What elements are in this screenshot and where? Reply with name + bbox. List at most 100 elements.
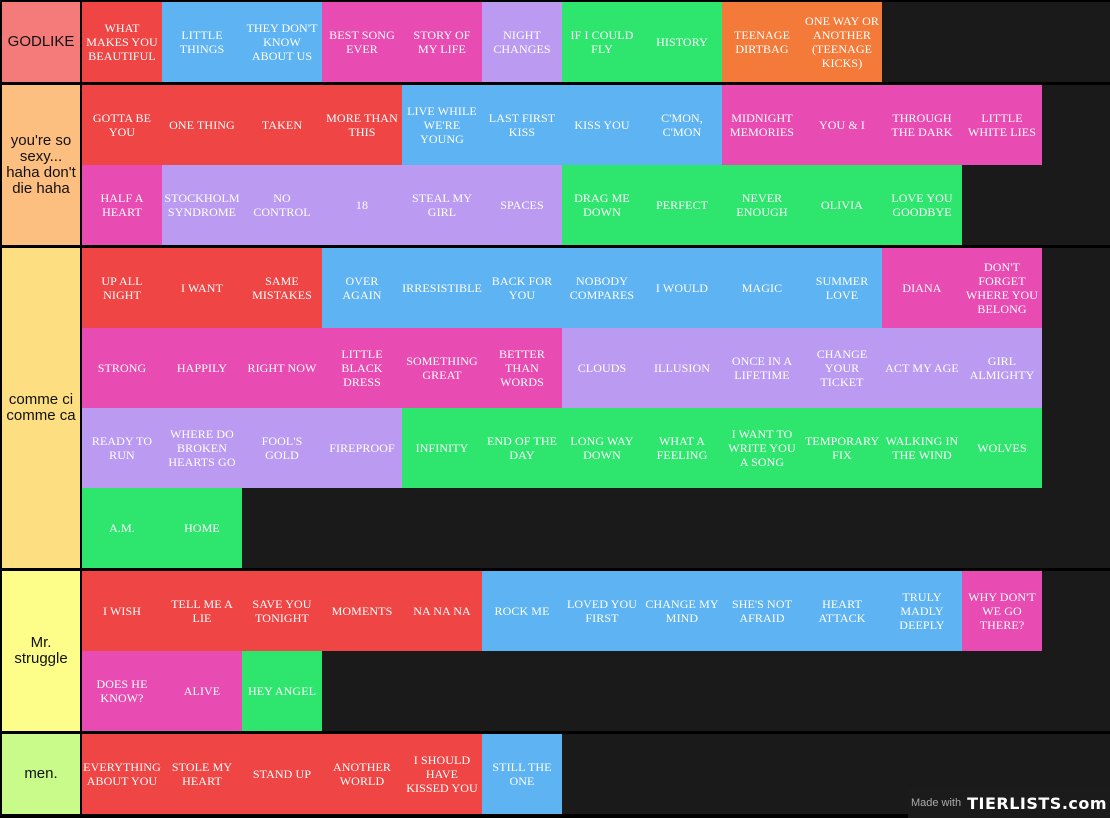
song-tile[interactable]: ONE THING (162, 85, 242, 165)
song-tile[interactable]: I WISH (82, 571, 162, 651)
song-tile[interactable]: LOVE YOU GOODBYE (882, 165, 962, 245)
song-tile[interactable]: EVERYTHING ABOUT YOU (82, 734, 162, 814)
song-tile[interactable]: FIREPROOF (322, 408, 402, 488)
song-tile[interactable]: BACK FOR YOU (482, 248, 562, 328)
song-tile[interactable]: OLIVIA (802, 165, 882, 245)
song-tile[interactable]: TELL ME A LIE (162, 571, 242, 651)
song-tile[interactable]: DIANA (882, 248, 962, 328)
tier-label[interactable]: GODLIKE (2, 2, 80, 82)
song-tile[interactable]: INFINITY (402, 408, 482, 488)
song-tile[interactable]: STEAL MY GIRL (402, 165, 482, 245)
song-tile[interactable]: DON'T FORGET WHERE YOU BELONG (962, 248, 1042, 328)
song-tile[interactable]: LAST FIRST KISS (482, 85, 562, 165)
song-tile[interactable]: STILL THE ONE (482, 734, 562, 814)
tier-label[interactable]: men. (2, 734, 80, 814)
song-tile[interactable]: MORE THAN THIS (322, 85, 402, 165)
made-with-watermark[interactable]: Made with TIERLISTS.com (908, 788, 1110, 818)
song-tile[interactable]: SHE'S NOT AFRAID (722, 571, 802, 651)
song-tile[interactable]: NO CONTROL (242, 165, 322, 245)
song-tile[interactable]: BETTER THAN WORDS (482, 328, 562, 408)
song-tile[interactable]: SAME MISTAKES (242, 248, 322, 328)
song-tile[interactable]: TRULY MADLY DEEPLY (882, 571, 962, 651)
song-tile[interactable]: ONCE IN A LIFETIME (722, 328, 802, 408)
song-tile[interactable]: HAPPILY (162, 328, 242, 408)
song-tile[interactable]: ILLUSION (642, 328, 722, 408)
song-tile[interactable]: CHANGE YOUR TICKET (802, 328, 882, 408)
song-tile[interactable]: WHY DON'T WE GO THERE? (962, 571, 1042, 651)
song-tile[interactable]: I SHOULD HAVE KISSED YOU (402, 734, 482, 814)
song-tile[interactable]: LONG WAY DOWN (562, 408, 642, 488)
song-tile[interactable]: THEY DON'T KNOW ABOUT US (242, 2, 322, 82)
tier-label[interactable]: you're so sexy... haha don't die haha (2, 85, 80, 245)
song-tile[interactable]: CLOUDS (562, 328, 642, 408)
song-tile[interactable]: READY TO RUN (82, 408, 162, 488)
song-tile[interactable]: BEST SONG EVER (322, 2, 402, 82)
song-tile[interactable]: YOU & I (802, 85, 882, 165)
song-tile[interactable]: IF I COULD FLY (562, 2, 642, 82)
song-tile[interactable]: ALIVE (162, 651, 242, 731)
song-tile[interactable]: FOOL'S GOLD (242, 408, 322, 488)
song-tile[interactable]: LITTLE THINGS (162, 2, 242, 82)
song-tile[interactable]: DOES HE KNOW? (82, 651, 162, 731)
song-tile[interactable]: TAKEN (242, 85, 322, 165)
song-tile[interactable]: 18 (322, 165, 402, 245)
song-tile[interactable]: OVER AGAIN (322, 248, 402, 328)
song-tile[interactable]: STOLE MY HEART (162, 734, 242, 814)
song-tile[interactable]: IRRESISTIBLE (402, 248, 482, 328)
tier-label[interactable]: Mr. struggle (2, 571, 80, 731)
song-tile[interactable]: MOMENTS (322, 571, 402, 651)
song-tile[interactable]: A.M. (82, 488, 162, 568)
song-tile[interactable]: LITTLE WHITE LIES (962, 85, 1042, 165)
song-tile[interactable]: UP ALL NIGHT (82, 248, 162, 328)
song-tile[interactable]: PERFECT (642, 165, 722, 245)
song-tile[interactable]: TEENAGE DIRTBAG (722, 2, 802, 82)
song-tile[interactable]: WALKING IN THE WIND (882, 408, 962, 488)
song-tile[interactable]: WOLVES (962, 408, 1042, 488)
song-tile[interactable]: I WANT (162, 248, 242, 328)
song-tile[interactable]: HEY ANGEL (242, 651, 322, 731)
song-tile[interactable]: HEART ATTACK (802, 571, 882, 651)
tier-row: comme ci comme ca UP ALL NIGHT I WANT SAME … (2, 248, 1110, 568)
song-tile[interactable]: SUMMER LOVE (802, 248, 882, 328)
song-tile[interactable]: NA NA NA (402, 571, 482, 651)
song-tile[interactable]: NIGHT CHANGES (482, 2, 562, 82)
song-tile[interactable]: SOMETHING GREAT (402, 328, 482, 408)
song-tile[interactable]: CHANGE MY MIND (642, 571, 722, 651)
song-tile[interactable]: ANOTHER WORLD (322, 734, 402, 814)
song-tile[interactable]: RIGHT NOW (242, 328, 322, 408)
song-tile[interactable]: I WOULD (642, 248, 722, 328)
song-tile[interactable]: STRONG (82, 328, 162, 408)
song-tile[interactable]: DRAG ME DOWN (562, 165, 642, 245)
song-tile[interactable]: STORY OF MY LIFE (402, 2, 482, 82)
song-tile[interactable]: GOTTA BE YOU (82, 85, 162, 165)
tier-label[interactable]: comme ci comme ca (2, 248, 80, 568)
song-tile[interactable]: ACT MY AGE (882, 328, 962, 408)
song-tile[interactable]: C'MON, C'MON (642, 85, 722, 165)
song-tile[interactable]: HALF A HEART (82, 165, 162, 245)
song-tile[interactable]: SPACES (482, 165, 562, 245)
song-tile[interactable]: GIRL ALMIGHTY (962, 328, 1042, 408)
song-tile[interactable]: THROUGH THE DARK (882, 85, 962, 165)
tier-items: WHAT MAKES YOU BEAUTIFUL LITTLE THINGS THE… (82, 2, 1110, 82)
song-tile[interactable]: LIVE WHILE WE'RE YOUNG (402, 85, 482, 165)
song-tile[interactable]: HOME (162, 488, 242, 568)
song-tile[interactable]: KISS YOU (562, 85, 642, 165)
song-tile[interactable]: WHERE DO BROKEN HEARTS GO (162, 408, 242, 488)
song-tile[interactable]: ROCK ME (482, 571, 562, 651)
song-tile[interactable]: NOBODY COMPARES (562, 248, 642, 328)
song-tile[interactable]: ONE WAY OR ANOTHER (TEENAGE KICKS) (802, 2, 882, 82)
song-tile[interactable]: TEMPORARY FIX (802, 408, 882, 488)
song-tile[interactable]: MIDNIGHT MEMORIES (722, 85, 802, 165)
song-tile[interactable]: I WANT TO WRITE YOU A SONG (722, 408, 802, 488)
song-tile[interactable]: MAGIC (722, 248, 802, 328)
song-tile[interactable]: LOVED YOU FIRST (562, 571, 642, 651)
song-tile[interactable]: END OF THE DAY (482, 408, 562, 488)
song-tile[interactable]: STOCKHOLM SYNDROME (162, 165, 242, 245)
song-tile[interactable]: NEVER ENOUGH (722, 165, 802, 245)
song-tile[interactable]: LITTLE BLACK DRESS (322, 328, 402, 408)
song-tile[interactable]: STAND UP (242, 734, 322, 814)
song-tile[interactable]: WHAT MAKES YOU BEAUTIFUL (82, 2, 162, 82)
song-tile[interactable]: SAVE YOU TONIGHT (242, 571, 322, 651)
song-tile[interactable]: WHAT A FEELING (642, 408, 722, 488)
song-tile[interactable]: HISTORY (642, 2, 722, 82)
